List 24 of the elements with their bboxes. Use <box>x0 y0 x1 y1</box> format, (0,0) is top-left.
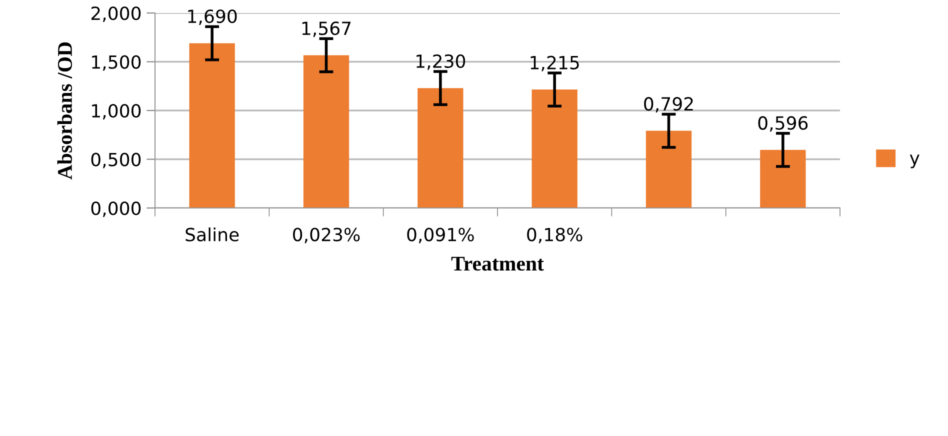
x-axis-title: Treatment <box>451 256 544 271</box>
y-tick-label: 2,000 <box>91 6 141 22</box>
bar <box>532 90 578 208</box>
x-tick-label: 0,18% <box>527 228 582 244</box>
legend-label: y <box>910 154 920 168</box>
y-tick-label: 0,500 <box>91 152 141 168</box>
data-label: 0,792 <box>644 97 693 113</box>
data-label: 1,567 <box>302 21 351 37</box>
x-tick-label: 0,023% <box>293 228 360 244</box>
data-label: 0,596 <box>758 116 808 132</box>
y-tick-label: 1,500 <box>92 55 141 71</box>
x-tick-label: Saline <box>186 227 239 242</box>
bar <box>418 88 464 208</box>
bar <box>303 55 350 208</box>
y-tick-label: 1,000 <box>92 104 141 120</box>
x-tick-label: 0,091% <box>407 228 474 244</box>
data-label: 1,215 <box>530 56 579 72</box>
bar <box>646 130 692 208</box>
data-label: 1,230 <box>416 54 466 70</box>
bar <box>189 43 235 208</box>
y-axis-title: Absorbans /OD <box>57 42 72 180</box>
y-tick-label: 0,000 <box>91 201 141 217</box>
bar <box>760 150 806 208</box>
data-label: 1,690 <box>188 9 237 25</box>
